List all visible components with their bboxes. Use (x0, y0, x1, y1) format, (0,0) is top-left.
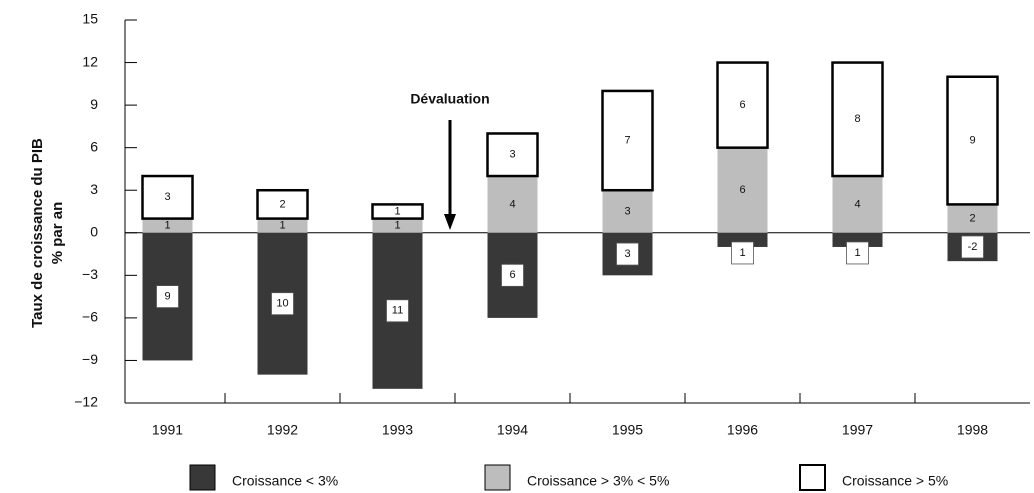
bar-segment (716, 61, 769, 149)
x-tick-label: 1993 (382, 422, 413, 438)
legend-swatch (799, 464, 826, 491)
data-label: 2 (279, 198, 285, 210)
bar-segment (831, 61, 884, 178)
bar-segment (256, 188, 309, 220)
data-label-box (156, 285, 179, 309)
y-tick-label: 6 (90, 138, 98, 154)
data-label-box (271, 292, 294, 316)
bar-segment (141, 174, 194, 220)
data-label-box (501, 263, 524, 287)
y-tick-label: 9 (90, 96, 98, 112)
y-tick-label: 12 (82, 53, 98, 69)
bar-segment (947, 204, 998, 233)
data-label: 9 (969, 134, 975, 146)
bar-segment (946, 75, 999, 206)
data-label: 4 (854, 198, 860, 210)
bar-segment (717, 232, 768, 247)
data-label: 6 (509, 269, 515, 281)
bar-segment (602, 190, 653, 233)
legend-label: Croissance < 3% (232, 473, 338, 489)
annotation: Dévaluation (410, 91, 489, 107)
y-tick-label: −12 (74, 394, 98, 410)
legend-swatch (189, 464, 216, 491)
x-tick-label: 1997 (842, 422, 873, 438)
bar-segment (372, 218, 423, 233)
y-tick-label: −6 (82, 309, 98, 325)
bar-segment (601, 89, 654, 192)
y-tick-label: −9 (82, 351, 98, 367)
bar-segment (487, 176, 538, 233)
bar-segment (832, 176, 883, 233)
data-label: 11 (392, 305, 403, 317)
legend-label: Croissance > 5% (842, 473, 948, 489)
data-label-box (846, 241, 869, 265)
x-tick-label: 1996 (727, 422, 758, 438)
data-label-box (731, 241, 754, 265)
y-tick-label: 15 (82, 11, 98, 27)
bar-segment (257, 218, 308, 233)
data-label-box (961, 235, 984, 259)
y-tick-label: 3 (90, 181, 98, 197)
data-label: 3 (509, 149, 515, 161)
data-label: 3 (624, 205, 630, 217)
data-label: 3 (624, 248, 630, 260)
data-label: 1 (739, 247, 745, 259)
data-label: 2 (969, 212, 975, 224)
data-label: 3 (164, 191, 170, 203)
bar-segment (486, 132, 539, 178)
data-label: 8 (854, 113, 860, 125)
annotation-arrowhead (444, 214, 456, 230)
data-label: 1 (164, 220, 170, 232)
x-tick-label: 1992 (267, 422, 298, 438)
bar-segment (371, 203, 424, 220)
y-axis-label: Taux de croissance du PIB (29, 138, 46, 328)
data-label: 10 (276, 298, 288, 310)
data-label: 9 (164, 291, 170, 303)
data-label: 1 (279, 220, 285, 232)
x-tick-label: 1991 (152, 422, 183, 438)
data-label: 4 (509, 198, 515, 210)
data-label-box (616, 242, 639, 266)
data-label: 6 (739, 184, 745, 196)
data-label-box (386, 299, 409, 323)
y-tick-label: 0 (90, 223, 98, 239)
data-label: 7 (624, 134, 630, 146)
legend-label: Croissance > 3% < 5% (527, 473, 669, 489)
data-label: 6 (739, 99, 745, 111)
data-label: 1 (854, 247, 860, 259)
x-tick-label: 1995 (612, 422, 643, 438)
data-label: 1 (394, 205, 400, 217)
x-tick-label: 1994 (497, 422, 528, 438)
y-tick-label: −3 (82, 266, 98, 282)
data-label: -2 (968, 241, 978, 253)
bar-segment (142, 218, 193, 233)
legend-swatch (484, 464, 511, 491)
data-label: 1 (394, 220, 400, 232)
x-tick-label: 1998 (957, 422, 988, 438)
y-axis-label: % par an (49, 202, 66, 265)
bar-segment (717, 147, 768, 233)
bar-segment (832, 232, 883, 247)
